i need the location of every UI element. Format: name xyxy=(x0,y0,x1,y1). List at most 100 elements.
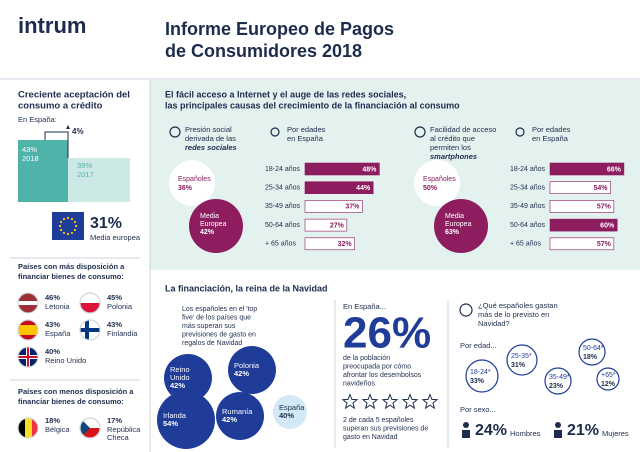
text: gasto en Navidad xyxy=(343,434,398,441)
section-title: Creciente aceptación del xyxy=(18,90,130,101)
panel-title: al crédito que xyxy=(430,134,475,143)
flag-outline xyxy=(17,319,39,341)
bar xyxy=(549,218,618,232)
circle-label: Españoles xyxy=(423,176,456,183)
label: Por sexo... xyxy=(460,405,496,414)
text: previsiones de gasto en xyxy=(182,331,256,338)
section-title: consumo a crédito xyxy=(18,101,103,112)
circle-label: Europea xyxy=(200,221,227,228)
flag xyxy=(80,418,100,438)
text: superan sus previsiones de xyxy=(343,425,428,432)
value: 43% xyxy=(22,145,37,154)
star xyxy=(361,393,379,410)
country-value: 18% xyxy=(45,416,60,425)
age-label: 18-24 años xyxy=(510,166,546,173)
bar xyxy=(549,237,615,251)
bar xyxy=(304,181,374,194)
bar-label: 60% xyxy=(600,222,615,229)
country-name: Reino Unido xyxy=(45,356,86,365)
sex-label: Mujeres xyxy=(602,429,629,438)
sex-value: 21% xyxy=(567,422,599,439)
flag-part xyxy=(27,347,29,367)
panel-title: redes sociales xyxy=(185,143,237,152)
bar xyxy=(549,181,611,194)
sex-label: Hombres xyxy=(510,429,541,438)
text: five' de los países que xyxy=(182,314,251,321)
panel-title: Presión social xyxy=(185,125,232,134)
flag-outline xyxy=(79,319,101,341)
age-value: 23% xyxy=(549,383,564,390)
circle-value: 36% xyxy=(178,185,193,192)
age-label: +65* xyxy=(601,372,616,379)
flag-part xyxy=(80,293,100,303)
bubble-label: Polonia xyxy=(234,361,260,370)
age-label: 50-64* xyxy=(583,345,604,352)
age-title: en España xyxy=(532,134,569,143)
value: 31% xyxy=(90,215,122,232)
text: navideños xyxy=(343,380,375,387)
bubble-label: Unido xyxy=(170,373,190,382)
eu-star xyxy=(59,228,63,232)
flag xyxy=(80,320,100,340)
bubble-value: 40% xyxy=(279,411,294,420)
age-label: 35-49 años xyxy=(510,203,546,210)
eu-star xyxy=(58,224,62,228)
subtitle: En España: xyxy=(18,115,57,124)
flag-outline xyxy=(17,417,39,439)
age-title: Por edades xyxy=(532,125,571,134)
star xyxy=(341,393,359,410)
text: Los españoles en el 'top xyxy=(182,306,257,313)
bubble-value: 54% xyxy=(163,419,178,428)
country-name: Finlandia xyxy=(107,329,138,338)
flag-outline xyxy=(17,292,39,314)
age-value: 12% xyxy=(601,381,616,388)
flag-outline xyxy=(17,346,39,368)
icon xyxy=(169,126,181,138)
age-label: + 65 años xyxy=(510,241,541,248)
age-value: 31% xyxy=(511,362,526,369)
eu-flag xyxy=(52,212,84,240)
bubble-label: Irlanda xyxy=(163,411,187,420)
eu-star xyxy=(73,228,77,232)
flag-outline xyxy=(79,292,101,314)
bar xyxy=(304,237,355,251)
title: ¿Qué españoles gastan xyxy=(478,301,558,310)
country-name: España xyxy=(45,329,71,338)
eu-star xyxy=(62,231,66,235)
age-value: 18% xyxy=(583,354,598,361)
flag xyxy=(18,418,38,438)
country-value: 43% xyxy=(45,320,60,329)
country-value: 46% xyxy=(45,293,60,302)
person-icon xyxy=(462,430,470,438)
label: Por edad... xyxy=(460,341,497,350)
bubble xyxy=(157,391,215,449)
country-value: 17% xyxy=(107,416,122,425)
flag-part xyxy=(80,418,90,438)
icon xyxy=(515,127,525,137)
country-name: Polonia xyxy=(107,302,133,311)
panel-title: Facilidad de acceso xyxy=(430,125,496,134)
flag-part xyxy=(18,418,25,438)
bar-label: 37% xyxy=(345,204,360,211)
text: regalos de Navidad xyxy=(182,340,242,347)
flag-part xyxy=(32,418,38,438)
bubble-value: 42% xyxy=(170,381,185,390)
flag-part xyxy=(85,320,89,340)
text: 2 de cada 5 españoles xyxy=(343,417,414,424)
flag-part xyxy=(80,328,100,332)
bubble-value: 42% xyxy=(234,369,249,378)
age-label: + 65 años xyxy=(265,241,296,248)
age-bubble xyxy=(506,344,538,376)
eu-star xyxy=(62,217,66,221)
flag xyxy=(18,347,38,367)
label: 2017 xyxy=(77,170,94,179)
icon xyxy=(414,126,426,138)
circle-value: 50% xyxy=(423,185,438,192)
flag-part xyxy=(80,428,100,438)
circle-value: 63% xyxy=(445,229,460,236)
age-label: 25-34 años xyxy=(510,185,546,192)
flag-part xyxy=(18,325,38,335)
bar xyxy=(304,162,380,176)
panel-title: smartphones xyxy=(430,152,477,161)
